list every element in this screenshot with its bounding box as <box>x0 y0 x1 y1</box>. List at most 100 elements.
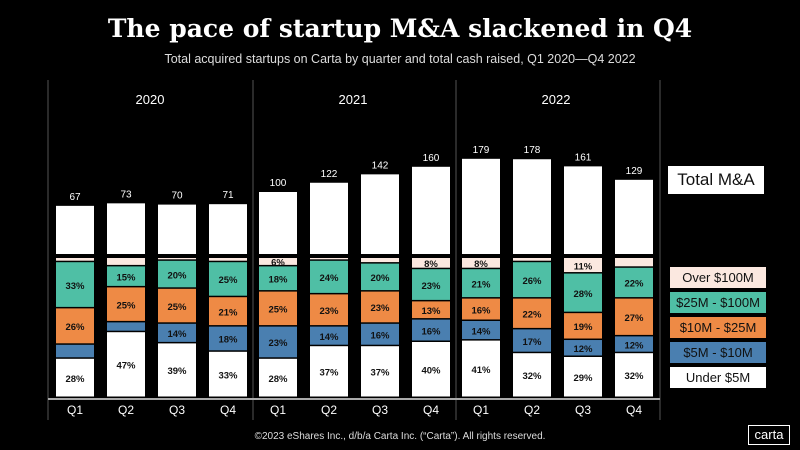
segment-label: 14% <box>167 329 187 340</box>
bar-segment-0 <box>361 346 399 397</box>
segment-label: 33% <box>218 370 238 381</box>
bar-segment-2 <box>259 291 297 326</box>
bar-segment-4 <box>259 258 297 265</box>
x-tick-label: Q4 <box>220 403 236 417</box>
x-tick-label: Q1 <box>270 403 286 417</box>
bar-segment-3 <box>310 260 348 293</box>
segment-label: 26% <box>65 322 85 333</box>
segment-label: 13% <box>421 306 441 317</box>
legend-total-ma: Total M&A <box>668 166 764 194</box>
bar-segment-3 <box>56 262 94 307</box>
year-label: 2021 <box>339 92 368 107</box>
segment-label: 16% <box>421 326 441 337</box>
segment-label: 29% <box>573 373 593 384</box>
segment-label: 32% <box>624 371 644 382</box>
bar-segment-4 <box>107 258 145 265</box>
bar-segment-4 <box>462 258 500 268</box>
segment-label: 25% <box>268 305 288 316</box>
bar-segment-2 <box>412 301 450 319</box>
x-tick-label: Q4 <box>423 403 439 417</box>
bar-segment-2 <box>564 313 602 339</box>
total-label: 70 <box>171 191 183 202</box>
bar-segment-4 <box>310 258 348 260</box>
total-label: 179 <box>473 145 490 156</box>
x-tick-label: Q2 <box>321 403 337 417</box>
total-label: 178 <box>524 145 541 156</box>
bar-segment-3 <box>462 269 500 298</box>
bar-total-ma <box>259 192 297 254</box>
segment-label: 12% <box>624 340 644 351</box>
bar-segment-2 <box>361 291 399 323</box>
bar-segment-1 <box>513 329 551 352</box>
bar-segment-4 <box>564 258 602 273</box>
segment-label: 14% <box>471 326 491 337</box>
segment-label: 24% <box>319 273 339 284</box>
bar-segment-2 <box>462 298 500 320</box>
total-label: 160 <box>423 153 440 164</box>
bar-segment-1 <box>615 336 653 352</box>
segment-label: 27% <box>624 313 644 324</box>
total-label: 71 <box>222 190 234 201</box>
segment-label: 23% <box>268 338 288 349</box>
bar-segment-0 <box>310 346 348 397</box>
total-label: 122 <box>321 169 338 180</box>
bar-segment-2 <box>56 308 94 344</box>
bar-segment-2 <box>513 298 551 328</box>
segment-label: 25% <box>116 300 136 311</box>
bar-segment-0 <box>615 353 653 397</box>
bar-segment-4 <box>158 258 196 260</box>
bar-total-ma <box>56 205 94 254</box>
segment-label: 41% <box>471 365 491 376</box>
segment-label: 6% <box>271 258 285 269</box>
segment-label: 33% <box>65 281 85 292</box>
bar-segment-3 <box>412 269 450 300</box>
bar-segment-1 <box>412 319 450 341</box>
segment-label: 15% <box>116 272 136 283</box>
segment-label: 20% <box>370 273 390 284</box>
bar-segment-2 <box>615 298 653 335</box>
segment-label: 23% <box>421 281 441 292</box>
x-tick-label: Q2 <box>524 403 540 417</box>
bar-segment-3 <box>209 262 247 296</box>
segment-label: 20% <box>167 270 187 281</box>
bar-total-ma <box>564 166 602 254</box>
segment-label: 28% <box>65 374 85 385</box>
bar-segment-1 <box>209 326 247 351</box>
bar-segment-2 <box>107 287 145 321</box>
bar-segment-1 <box>56 344 94 358</box>
bar-segment-4 <box>412 258 450 268</box>
chart-title: The pace of startup M&A slackened in Q4 <box>107 14 693 43</box>
total-label: 67 <box>69 192 81 203</box>
segment-label: 8% <box>424 259 438 270</box>
bar-segment-0 <box>259 358 297 397</box>
x-tick-label: Q3 <box>575 403 591 417</box>
segment-label: 22% <box>624 279 644 290</box>
legend-over-100m: Over $100M <box>670 267 766 288</box>
segment-label: 19% <box>573 322 593 333</box>
year-label: 2022 <box>542 92 571 107</box>
bar-total-ma <box>513 159 551 254</box>
segment-label: 26% <box>522 276 542 287</box>
bar-total-ma <box>615 179 653 254</box>
segment-label: 11% <box>574 261 593 272</box>
bar-segment-0 <box>513 353 551 397</box>
segment-label: 16% <box>370 331 390 342</box>
bar-segment-4 <box>361 258 399 263</box>
bar-segment-0 <box>158 343 196 397</box>
legend-under-5m: Under $5M <box>670 367 766 388</box>
bar-segment-1 <box>107 322 145 331</box>
bar-segment-0 <box>564 356 602 397</box>
segment-label: 18% <box>218 335 238 346</box>
segment-label: 28% <box>573 289 593 300</box>
bar-segment-3 <box>361 263 399 291</box>
bar-segment-4 <box>513 258 551 261</box>
total-label: 100 <box>270 178 287 189</box>
bar-segment-2 <box>310 294 348 326</box>
bar-segment-1 <box>462 321 500 340</box>
bar-segment-4 <box>56 258 94 261</box>
total-label: 161 <box>575 152 592 163</box>
segment-label: 21% <box>218 307 238 318</box>
bar-segment-0 <box>462 340 500 397</box>
